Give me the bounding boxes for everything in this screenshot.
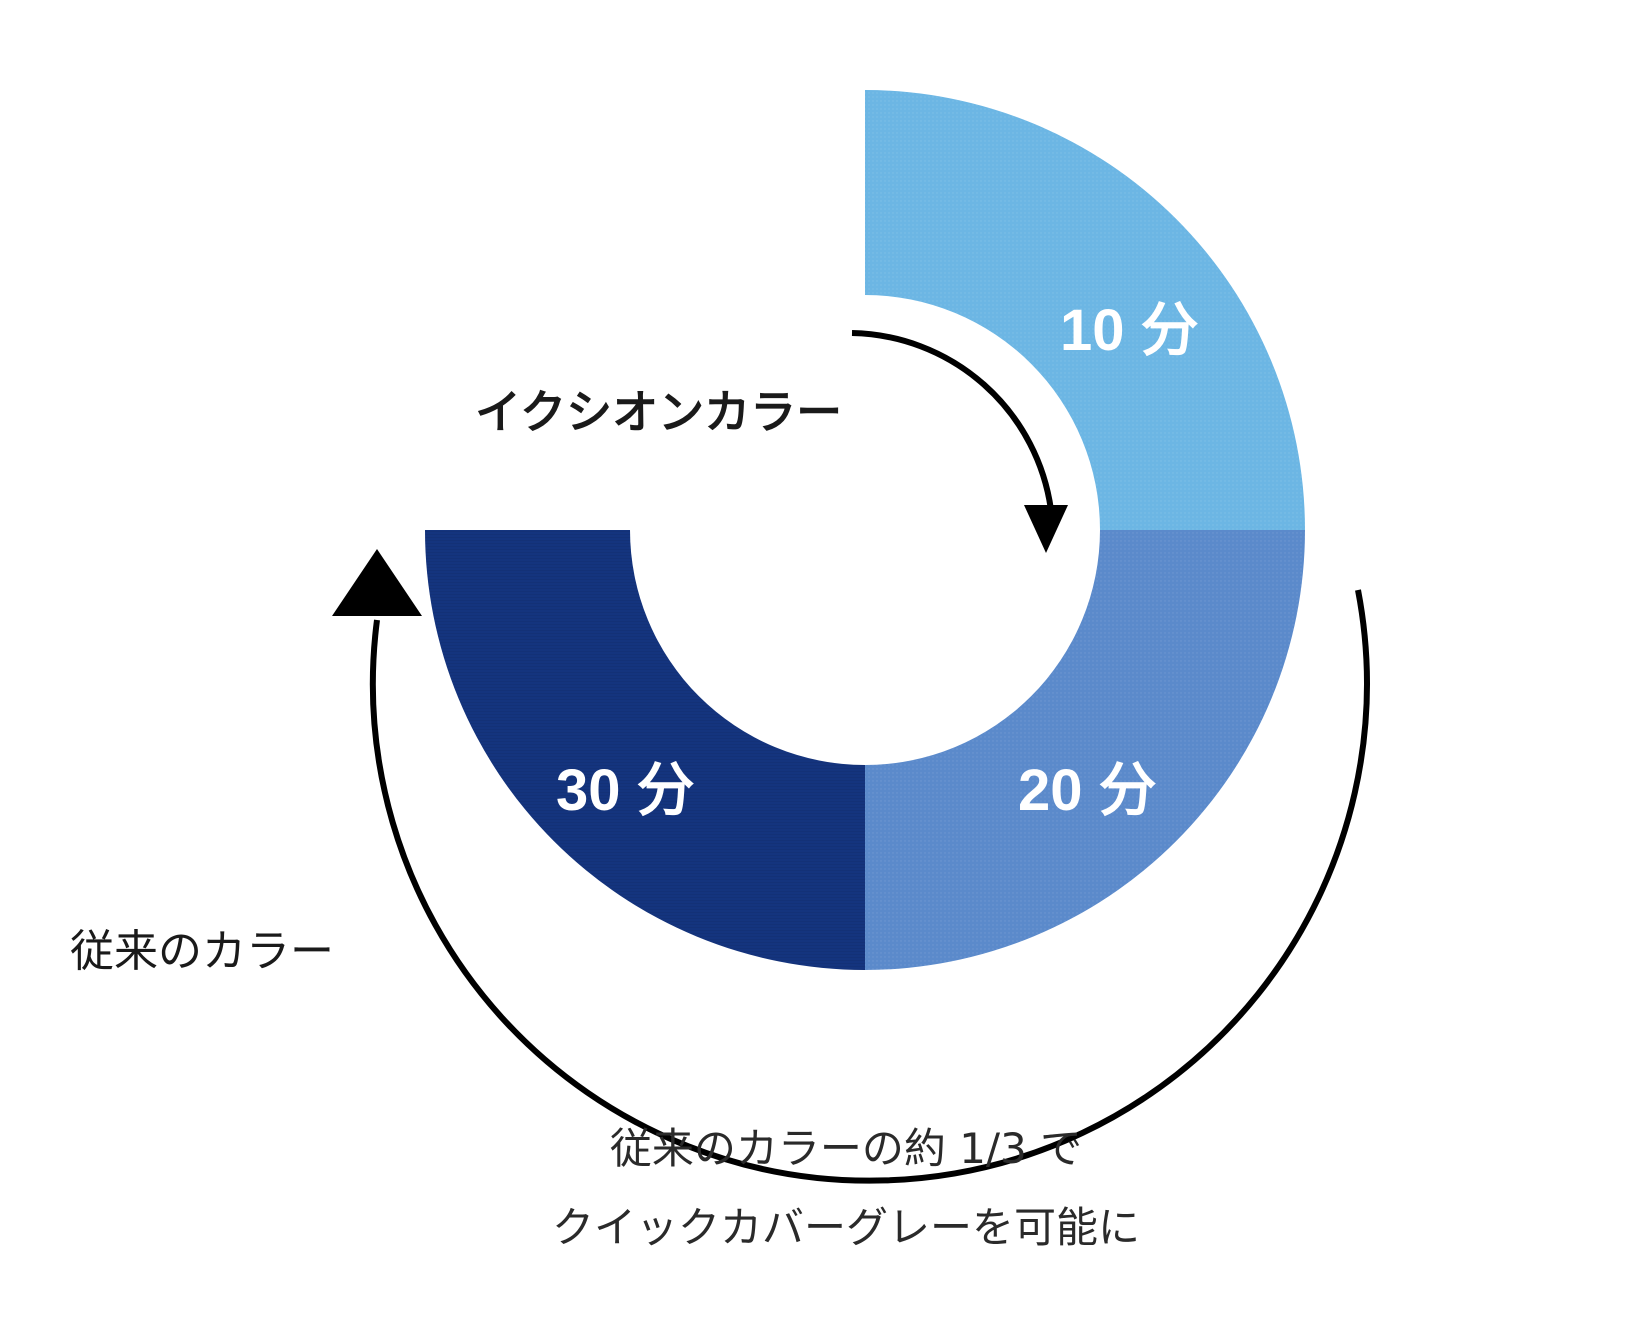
segment-10-label: 10 分 xyxy=(1060,298,1199,363)
ixion-color-label: イクシオンカラー xyxy=(475,385,842,439)
caption-line-1: 従来のカラーの約 1/3 で xyxy=(610,1124,1082,1173)
segment-30-texture xyxy=(425,530,865,970)
segment-20-label: 20 分 xyxy=(1018,758,1157,823)
segment-30-label: 30 分 xyxy=(556,758,695,823)
caption-line-2: クイックカバーグレーを可能に xyxy=(552,1203,1140,1252)
segment-20-texture xyxy=(865,530,1305,970)
ring xyxy=(425,90,1305,970)
segment-10-texture xyxy=(865,90,1305,530)
ixion-arrow xyxy=(851,330,1068,553)
conventional-color-label: 従来のカラー xyxy=(70,926,334,977)
ixion-arrowhead-icon xyxy=(1024,505,1068,553)
conventional-arrowhead-icon xyxy=(332,549,422,616)
conventional-arrow xyxy=(332,549,1370,1184)
